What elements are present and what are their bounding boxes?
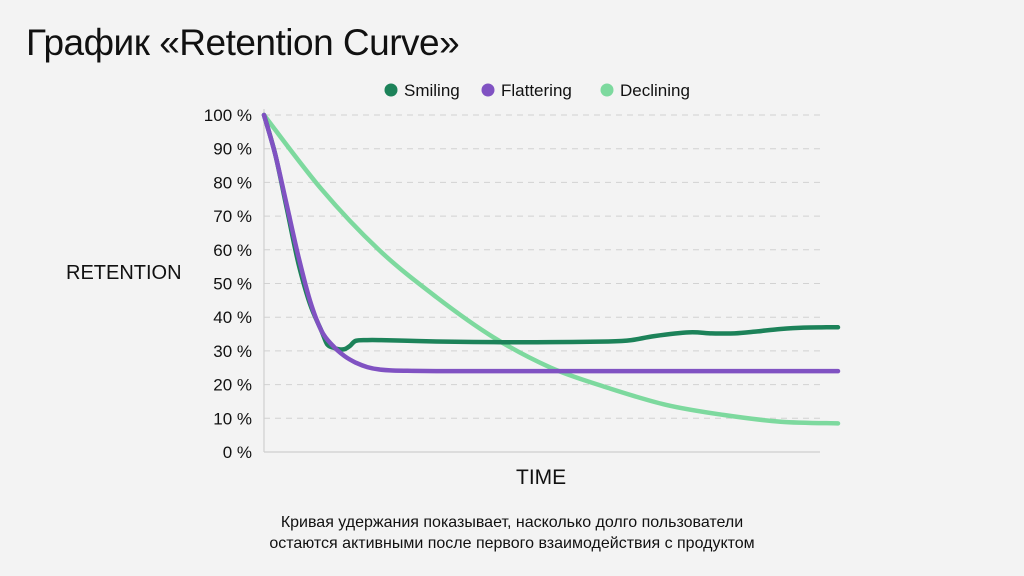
caption-line-2: остаются активными после первого взаимод…: [269, 535, 755, 552]
legend-label-flattering: Flattering: [501, 81, 572, 100]
caption: Кривая удержания показывает, насколько д…: [0, 512, 1024, 554]
y-tick-label: 100 %: [204, 106, 252, 125]
page-title: График «Retention Curve»: [26, 22, 460, 63]
y-tick-label: 20 %: [213, 376, 252, 395]
y-tick-label: 10 %: [213, 409, 252, 428]
y-tick-label: 0 %: [223, 443, 252, 462]
y-tick-label: 30 %: [213, 342, 252, 361]
legend-marker-flattering: [481, 83, 495, 97]
legend-marker-smiling: [384, 83, 398, 97]
legend-label-smiling: Smiling: [404, 81, 460, 100]
y-tick-label: 70 %: [213, 207, 252, 226]
y-tick-label: 80 %: [213, 173, 252, 192]
y-tick-label: 50 %: [213, 275, 252, 294]
y-axis-label: RETENTION: [66, 262, 182, 284]
x-axis-label: TIME: [516, 466, 567, 489]
series-line-flattering: [261, 112, 841, 374]
series-line-smiling: [261, 112, 841, 352]
y-tick-label: 90 %: [213, 140, 252, 159]
legend-label-declining: Declining: [620, 81, 690, 100]
caption-line-1: Кривая удержания показывает, насколько д…: [280, 514, 744, 531]
y-tick-label: 40 %: [213, 308, 252, 327]
y-tick-label: 60 %: [213, 241, 252, 260]
series-line-declining: [261, 112, 841, 426]
legend-marker-declining: [600, 83, 614, 97]
